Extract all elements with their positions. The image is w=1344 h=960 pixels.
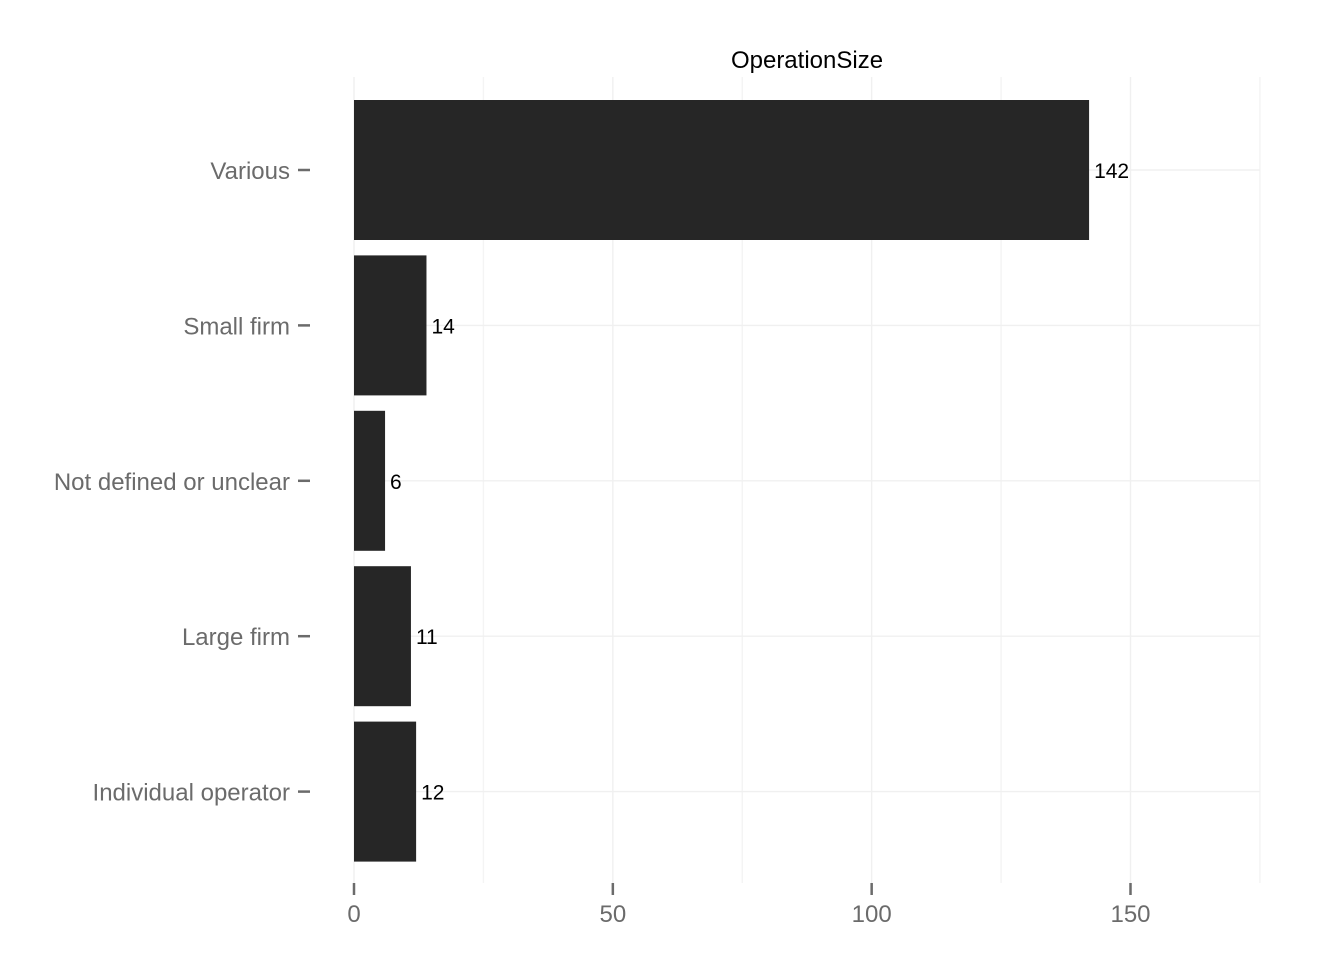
bar bbox=[354, 721, 417, 862]
category-label: Individual operator bbox=[93, 780, 290, 807]
category-label: Various bbox=[210, 158, 290, 185]
data-label: 6 bbox=[390, 471, 402, 494]
bar bbox=[354, 566, 411, 707]
value-axis: 0 50 100 150 bbox=[347, 883, 1151, 928]
x-tick-label: 150 bbox=[1110, 901, 1150, 928]
x-tick-label: 0 bbox=[347, 901, 360, 928]
x-tick-label: 100 bbox=[852, 901, 892, 928]
data-label: 142 bbox=[1094, 160, 1129, 183]
x-tick-label: 50 bbox=[599, 901, 626, 928]
category-label: Small firm bbox=[183, 313, 290, 340]
bar bbox=[354, 100, 1090, 240]
bars: 142 14 6 11 12 bbox=[354, 100, 1129, 862]
bar bbox=[354, 410, 386, 551]
bar bbox=[354, 255, 427, 396]
data-label: 12 bbox=[421, 782, 444, 805]
chart-title: OperationSize bbox=[731, 47, 883, 74]
category-label: Not defined or unclear bbox=[54, 469, 290, 496]
data-label: 14 bbox=[431, 315, 455, 338]
data-label: 11 bbox=[416, 626, 438, 649]
category-label: Large firm bbox=[182, 624, 290, 651]
category-axis: Various Small firm Not defined or unclear L… bbox=[54, 158, 310, 807]
